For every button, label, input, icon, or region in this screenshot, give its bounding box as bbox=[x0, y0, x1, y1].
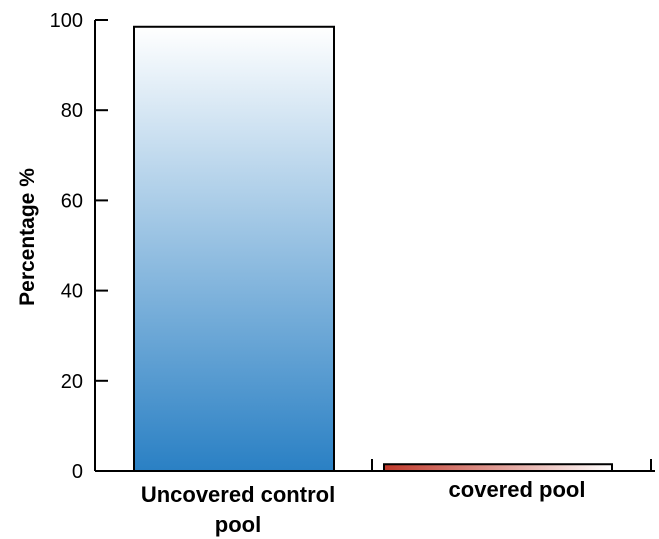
y-ticks: 0 20 40 60 80 100 bbox=[50, 10, 108, 483]
y-tick-label: 80 bbox=[61, 100, 83, 122]
bar-uncovered-control-pool bbox=[133, 25, 335, 472]
y-tick-label: 100 bbox=[50, 10, 83, 32]
y-tick-label: 0 bbox=[72, 461, 83, 483]
y-tick-label: 40 bbox=[61, 281, 83, 303]
y-tick-label: 60 bbox=[61, 190, 83, 212]
bar-covered-pool bbox=[383, 463, 613, 472]
bars bbox=[133, 25, 613, 472]
category-label: covered pool bbox=[449, 477, 586, 502]
y-axis-label: Percentage % bbox=[16, 168, 39, 306]
category-label: Uncovered control pool bbox=[141, 482, 335, 537]
x-ticks bbox=[371, 459, 652, 471]
category-labels: Uncovered control pool covered pool bbox=[141, 477, 586, 537]
y-tick-label: 20 bbox=[61, 371, 83, 393]
